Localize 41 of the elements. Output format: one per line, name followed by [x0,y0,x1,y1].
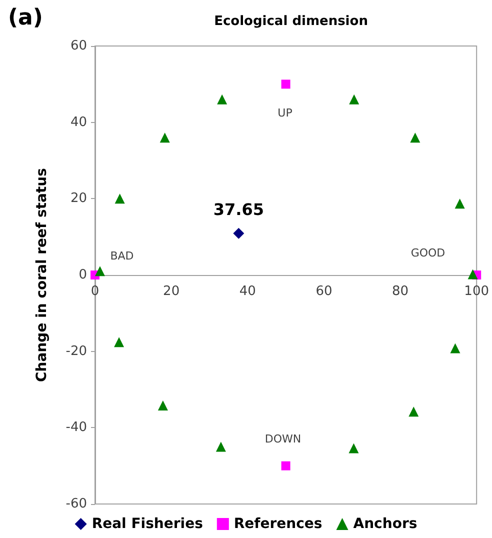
y-tick-label: -60 [66,496,87,512]
legend-label: Anchors [353,516,418,532]
text: (a) [8,6,43,30]
x-tick-label: 100 [464,284,490,299]
point [216,442,226,452]
x-tick-label: 80 [392,284,409,299]
point [281,80,290,89]
point [408,406,419,417]
annotation: UP [278,106,293,120]
annotation: BAD [110,250,134,262]
point [160,132,170,143]
y-tick-label: 60 [70,38,87,54]
point [233,228,244,239]
x-tick-label: 20 [163,284,180,299]
chart-title: Ecological dimension [214,14,368,29]
x-tick-label: 0 [90,284,100,299]
y-axis-title: Change in coral reef status [34,168,50,382]
point [348,443,359,454]
x-tick-label: 60 [316,284,332,299]
y-tick-label: -40 [66,420,87,436]
annotation: 37.65 [213,200,264,219]
point [410,132,420,143]
legend-label: References [234,516,322,532]
point [468,269,478,280]
y-tick-label: 0 [78,268,87,282]
y-tick-label: 40 [70,114,87,130]
point [217,94,228,104]
point [114,337,124,348]
x-tick-label: 40 [239,284,256,299]
y-tick-label: -20 [66,344,87,359]
point [114,194,125,204]
annotation: GOOD [410,246,446,260]
legend-label: Real Fisheries [92,516,203,532]
point [454,198,465,209]
point [158,400,168,411]
point [281,461,290,470]
y-tick-label: 20 [70,191,87,206]
point [349,94,360,104]
point [94,266,105,276]
point [450,343,460,354]
annotation: DOWN [264,432,302,446]
